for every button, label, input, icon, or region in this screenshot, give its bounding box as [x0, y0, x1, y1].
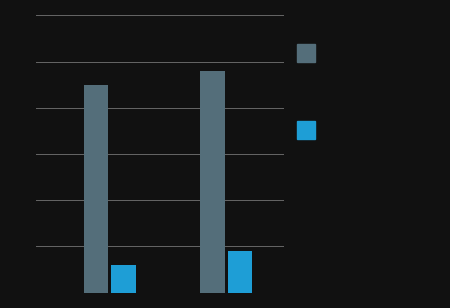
Bar	[111, 265, 136, 293]
Bar	[200, 71, 225, 293]
Bar	[84, 85, 108, 293]
Bar	[228, 251, 252, 293]
